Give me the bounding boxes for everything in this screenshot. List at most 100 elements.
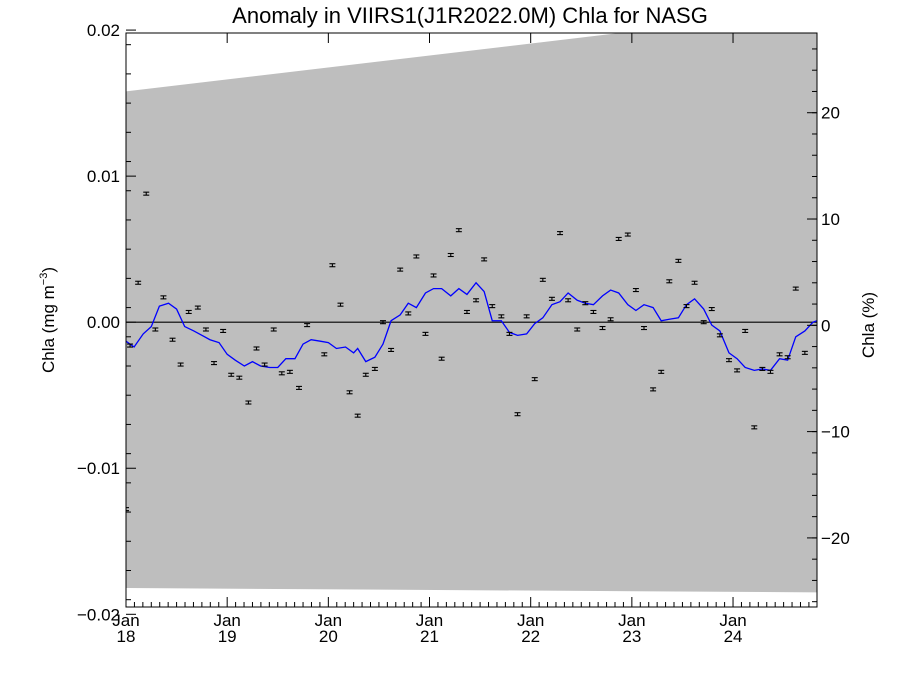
data-point [228,372,235,377]
data-point [615,236,622,241]
data-point [498,314,505,319]
y-tick-label: 0.00 [87,313,120,332]
data-point [725,358,732,363]
data-point [236,375,243,380]
data-point [792,286,799,291]
data-point [169,337,176,342]
data-point [514,412,521,417]
y2-tick-label: 20 [821,104,840,123]
data-point [658,369,665,374]
data-point [261,362,268,367]
data-point [422,331,429,336]
data-point [286,369,293,374]
data-point [405,311,412,316]
x-tick-year: 22 [521,627,540,646]
y-tick-label: −0.02 [77,605,120,624]
data-point [640,325,647,331]
data-point [245,400,252,405]
data-point [135,280,142,285]
data-point [126,507,129,512]
anomaly-points [126,191,808,512]
data-point [557,231,564,236]
data-point [582,301,589,306]
data-point [202,327,209,332]
x-tick-month: Jan [517,611,544,630]
data-point [177,362,184,367]
y-tick-label: 0.01 [87,167,120,186]
y-axis-label: Chla (mg m−3) [38,267,58,373]
data-point [304,323,311,328]
data-point [388,347,395,352]
data-point [270,327,277,332]
data-point [708,306,715,312]
data-point [742,328,749,334]
data-point [329,263,336,268]
data-point [152,327,159,332]
y-axis-label-sup: −3 [38,273,50,286]
data-point [220,328,227,334]
x-tick-month: Jan [719,611,746,630]
data-point [683,304,690,309]
data-point [337,302,344,307]
data-point [489,304,496,309]
left-y-axis: 0.02 0.01 0.00 −0.01 −0.02 [77,21,136,624]
data-point [734,368,741,373]
x-tick-month: Jan [315,611,342,630]
data-point [413,254,420,259]
y-tick-label: −0.01 [77,459,120,478]
x-tick-year: 23 [622,627,641,646]
data-point [666,279,673,284]
y2-tick-label: 0 [821,316,830,335]
data-point [716,333,723,338]
x-tick-year: 24 [724,627,743,646]
data-point [371,366,378,371]
data-point [346,390,353,395]
data-point [362,372,369,377]
data-point [776,352,783,357]
x-tick-month: Jan [416,611,443,630]
y-tick-label: 0.02 [87,21,120,40]
data-point [801,350,808,355]
data-point [590,309,597,315]
data-point [455,228,462,233]
x-tick-year: 20 [319,627,338,646]
data-point [548,296,555,301]
data-point [194,305,201,310]
y2-tick-label: −20 [821,529,850,548]
data-point [430,273,437,278]
data-point [447,252,454,258]
y2-tick-label: −10 [821,423,850,442]
x-tick-month: Jan [112,611,139,630]
right-y-axis: 20 10 0 −10 −20 [807,48,850,603]
data-point [143,191,150,196]
data-point [759,366,766,371]
data-point [632,288,639,293]
y2-tick-label: 10 [821,210,840,229]
uncertainty-band [126,33,817,593]
data-point [767,369,774,374]
data-point [481,257,488,262]
y-axis-label-close: ) [39,267,58,273]
data-point [574,327,581,332]
data-point [211,361,218,366]
data-point [691,280,698,285]
data-point [624,232,631,237]
data-point [463,309,470,315]
data-point [650,387,657,392]
data-point [296,385,303,390]
data-point [675,258,682,263]
data-point [531,377,538,382]
data-point [473,298,480,303]
x-tick-month: Jan [618,611,645,630]
data-point [599,325,606,331]
data-point [321,352,328,357]
data-point [379,320,386,325]
data-point [523,314,530,319]
data-point [278,371,285,376]
x-tick-year: 21 [420,627,439,646]
y-axis-label-base: Chla (mg m [39,285,58,373]
data-point [185,309,192,315]
data-point [438,356,445,361]
